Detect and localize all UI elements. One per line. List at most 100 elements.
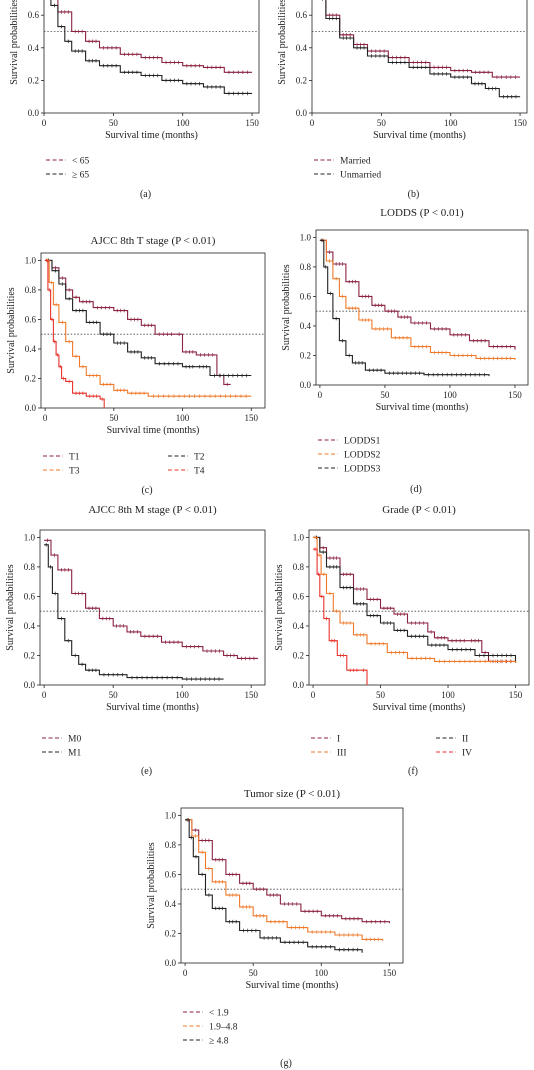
- censor-mark: [450, 647, 455, 652]
- censor-mark: [87, 39, 91, 44]
- legend-label: IV: [462, 749, 472, 759]
- x-tick-label: 150: [244, 690, 258, 700]
- censor-mark: [331, 556, 336, 560]
- censor-mark: [344, 585, 349, 590]
- censor-mark: [341, 36, 346, 40]
- censor-mark: [340, 294, 345, 299]
- censor-mark: [81, 308, 85, 313]
- censor-mark: [334, 556, 339, 560]
- censor-mark: [94, 606, 98, 611]
- censor-mark: [60, 282, 65, 286]
- censor-mark: [361, 668, 366, 673]
- censor-mark: [385, 327, 390, 331]
- censor-mark: [465, 353, 470, 358]
- y-tick-label: 0.0: [24, 680, 36, 690]
- censor-mark: [473, 659, 477, 664]
- legend-label: 1.9–4.8: [209, 1023, 238, 1033]
- censor-mark: [74, 295, 78, 300]
- censor-mark: [317, 553, 321, 557]
- censor-mark: [73, 29, 78, 34]
- censor-mark: [136, 350, 140, 354]
- censor-mark: [495, 344, 500, 349]
- censor-mark: [142, 356, 147, 360]
- censor-mark: [482, 372, 487, 377]
- censor-mark: [332, 638, 337, 643]
- censor-mark: [63, 568, 67, 572]
- censor-mark: [454, 638, 458, 643]
- survival-curve-4-8: [185, 819, 363, 953]
- censor-mark: [184, 677, 189, 681]
- censor-mark: [389, 309, 394, 313]
- censor-mark: [463, 659, 467, 664]
- censor-mark: [77, 391, 82, 396]
- censor-mark: [157, 361, 162, 366]
- censor-mark: [508, 356, 513, 361]
- y-tick-label: 0.6: [300, 291, 312, 301]
- x-tick-label: 0: [318, 390, 323, 400]
- y-tick-label: 0.6: [296, 10, 308, 20]
- legend-label: I: [337, 735, 340, 745]
- y-tick-label: 0.6: [293, 591, 305, 601]
- censor-mark: [80, 591, 84, 596]
- censor-mark: [132, 317, 137, 322]
- censor-mark: [111, 672, 115, 677]
- censor-mark: [105, 382, 109, 387]
- censor-mark: [316, 572, 321, 577]
- survival-curve-65: [50, 0, 253, 94]
- legend-label: ≥ 65: [72, 171, 89, 181]
- censor-mark: [189, 81, 193, 86]
- censor-mark: [505, 94, 510, 99]
- censor-mark: [375, 597, 379, 602]
- censor-mark: [90, 39, 95, 44]
- y-tick-label: 0.2: [24, 650, 35, 660]
- censor-mark: [164, 78, 168, 83]
- censor-mark: [347, 306, 351, 311]
- censor-mark: [235, 373, 240, 378]
- censor-mark: [187, 394, 192, 398]
- panel-title-pvalue: (P < 0.01): [420, 207, 464, 219]
- censor-mark: [376, 303, 381, 308]
- censor-mark: [450, 638, 454, 643]
- censor-mark: [369, 919, 374, 924]
- censor-mark: [107, 305, 112, 310]
- censor-mark: [324, 944, 328, 949]
- censor-mark: [118, 308, 123, 313]
- censor-mark: [138, 391, 142, 396]
- censor-mark: [236, 91, 240, 96]
- censor-mark: [289, 925, 294, 930]
- legend-label: Married: [340, 157, 371, 167]
- censor-mark: [207, 893, 211, 897]
- censor-mark: [234, 919, 238, 924]
- censor-mark: [281, 919, 285, 924]
- censor-mark: [122, 308, 126, 313]
- censor-mark: [230, 893, 235, 897]
- censor-mark: [48, 565, 53, 569]
- censor-mark: [424, 321, 429, 325]
- censor-mark: [447, 659, 452, 664]
- censor-mark: [426, 372, 431, 377]
- censor-mark: [52, 553, 57, 557]
- censor-mark: [286, 902, 291, 906]
- censor-mark: [402, 628, 406, 633]
- censor-mark: [423, 656, 428, 661]
- censor-mark: [328, 565, 332, 569]
- censor-mark: [232, 653, 236, 658]
- censor-mark: [227, 70, 231, 75]
- censor-mark: [423, 60, 428, 65]
- censor-mark: [431, 372, 436, 377]
- censor-mark: [213, 906, 218, 911]
- censor-mark: [167, 394, 171, 398]
- censor-mark: [405, 335, 409, 340]
- censor-mark: [277, 919, 281, 924]
- plot-frame: [39, 529, 266, 686]
- censor-mark: [355, 602, 359, 606]
- censor-mark: [143, 73, 148, 78]
- x-tick-label: 100: [176, 413, 190, 423]
- censor-mark: [346, 933, 351, 937]
- censor-mark: [495, 75, 499, 79]
- censor-mark: [360, 361, 364, 365]
- censor-mark: [248, 656, 252, 661]
- censor-mark: [155, 73, 160, 78]
- censor-mark: [55, 353, 60, 357]
- censor-mark: [203, 838, 208, 843]
